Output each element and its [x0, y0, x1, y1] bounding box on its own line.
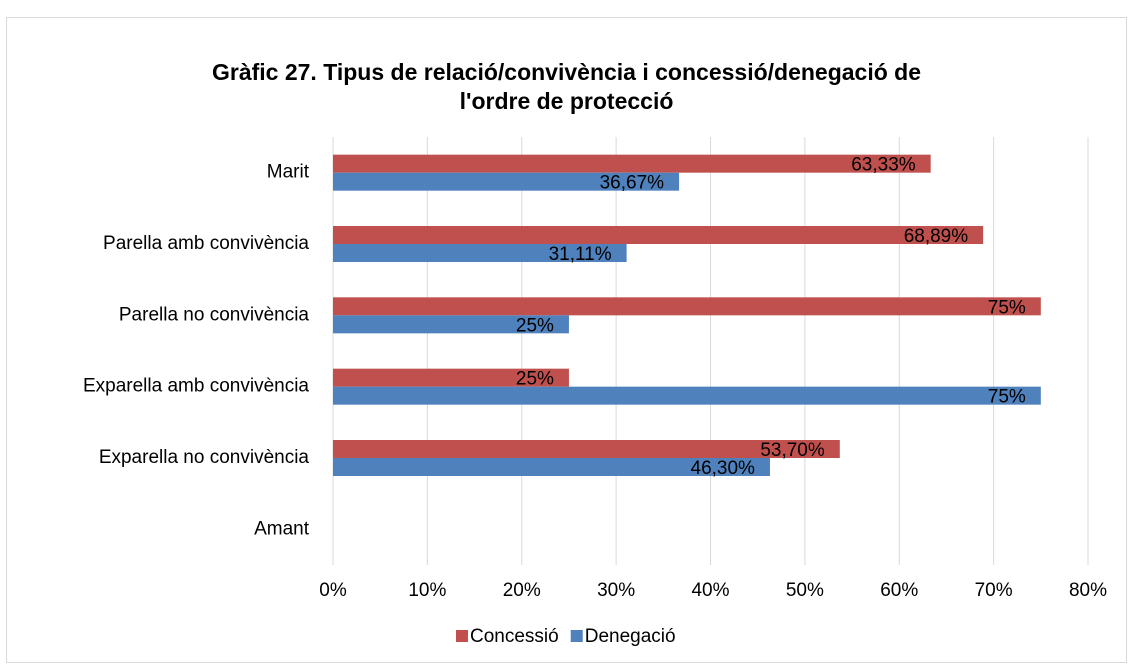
y-tick-label: Exparella amb convivència	[83, 376, 309, 397]
bar	[333, 458, 770, 476]
x-tick-label: 10%	[408, 580, 446, 601]
x-tick-label: 70%	[975, 580, 1013, 601]
bar	[333, 386, 1041, 405]
data-label: 25%	[516, 315, 554, 336]
data-label: 75%	[988, 387, 1026, 408]
data-label: 25%	[516, 369, 554, 390]
x-tick-label: 30%	[597, 580, 635, 601]
data-label: 36,67%	[600, 173, 665, 194]
x-tick-label: 40%	[691, 580, 729, 601]
chart-title: Gràfic 27. Tipus de relació/convivència …	[211, 59, 922, 114]
y-tick-label: Parella amb convivència	[103, 233, 309, 254]
data-label: 68,89%	[904, 226, 969, 247]
bar	[333, 172, 680, 191]
bar	[333, 368, 569, 387]
x-tick-label: 80%	[1069, 580, 1107, 601]
bar	[333, 297, 1041, 316]
legend-label: Concessió	[470, 626, 559, 647]
data-label: 63,33%	[851, 155, 916, 176]
bar	[333, 440, 840, 458]
y-tick-label: Parella no convivència	[119, 304, 310, 325]
y-tick-label: Exparella no convivència	[99, 447, 310, 468]
y-tick-label: Amant	[254, 518, 310, 539]
chart-border	[6, 17, 1127, 663]
bar	[333, 315, 569, 334]
data-label: 46,30%	[691, 458, 756, 479]
legend-label: Denegació	[585, 626, 676, 647]
bar	[333, 154, 931, 173]
data-label: 53,70%	[760, 440, 825, 461]
x-tick-label: 50%	[786, 580, 824, 601]
x-tick-label: 0%	[319, 580, 347, 601]
data-label: 75%	[988, 297, 1026, 318]
y-tick-label: Marit	[267, 162, 310, 183]
legend-swatch	[570, 630, 583, 642]
bar	[333, 226, 984, 244]
x-tick-label: 20%	[503, 580, 541, 601]
x-tick-label: 60%	[880, 580, 918, 601]
bar	[333, 244, 627, 262]
data-label: 31,11%	[549, 244, 612, 265]
legend-swatch	[456, 630, 468, 642]
